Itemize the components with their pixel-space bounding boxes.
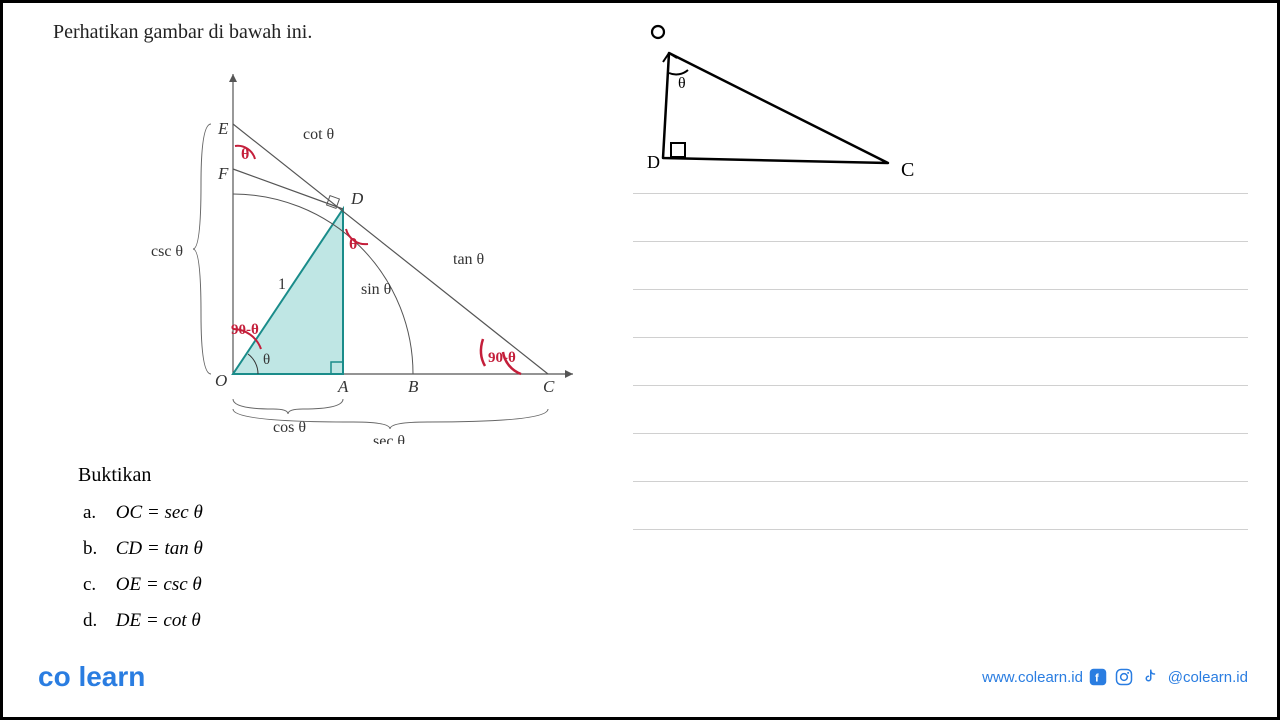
problem-title: Perhatikan gambar di bawah ini. bbox=[53, 21, 613, 44]
label-one: 1 bbox=[278, 276, 286, 293]
label-F: F bbox=[217, 164, 229, 183]
label-O: O bbox=[215, 371, 227, 390]
hand-sketch: θ D C bbox=[633, 18, 953, 188]
facebook-icon[interactable]: f bbox=[1088, 667, 1108, 687]
label-sin: sin θ bbox=[361, 281, 391, 298]
label-theta: θ bbox=[263, 352, 270, 368]
anno-theta-top: θ bbox=[241, 146, 249, 163]
label-tan: tan θ bbox=[453, 251, 484, 268]
prove-item-a: a. OC = sec θ bbox=[83, 502, 613, 524]
sketch-D: D bbox=[647, 152, 660, 172]
prove-heading: Buktikan bbox=[78, 464, 613, 487]
label-cot: cot θ bbox=[303, 126, 334, 143]
sketch-C: C bbox=[901, 159, 914, 181]
prove-item-b: b. CD = tan θ bbox=[83, 538, 613, 560]
sketch-theta: θ bbox=[678, 75, 686, 92]
website-link[interactable]: www.colearn.id bbox=[982, 669, 1083, 686]
label-B: B bbox=[408, 377, 419, 396]
instagram-icon[interactable] bbox=[1114, 667, 1134, 687]
social-handle: @colearn.id bbox=[1168, 669, 1248, 686]
prove-item-c: c. OE = csc θ bbox=[83, 574, 613, 596]
svg-text:f: f bbox=[1095, 673, 1099, 685]
ruled-lines bbox=[633, 193, 1248, 577]
label-sec: sec θ bbox=[373, 433, 405, 444]
label-A: A bbox=[337, 377, 349, 396]
footer: co learn www.colearn.id f @colearn.id bbox=[3, 657, 1280, 697]
anno-90theta-right: 90-θ bbox=[488, 350, 516, 366]
label-C: C bbox=[543, 377, 555, 396]
prove-item-d: d. DE = cot θ bbox=[83, 610, 613, 632]
label-E: E bbox=[217, 119, 229, 138]
anno-theta-mid: θ bbox=[349, 236, 357, 253]
trig-diagram: O A B C D E F 1 sin θ cot θ tan θ csc θ … bbox=[103, 64, 613, 449]
label-csc: csc θ bbox=[151, 243, 183, 260]
tiktok-icon[interactable] bbox=[1140, 667, 1160, 687]
anno-90theta-left: 90-θ bbox=[231, 322, 259, 338]
label-D: D bbox=[350, 189, 364, 208]
brand-logo: co learn bbox=[38, 661, 145, 693]
